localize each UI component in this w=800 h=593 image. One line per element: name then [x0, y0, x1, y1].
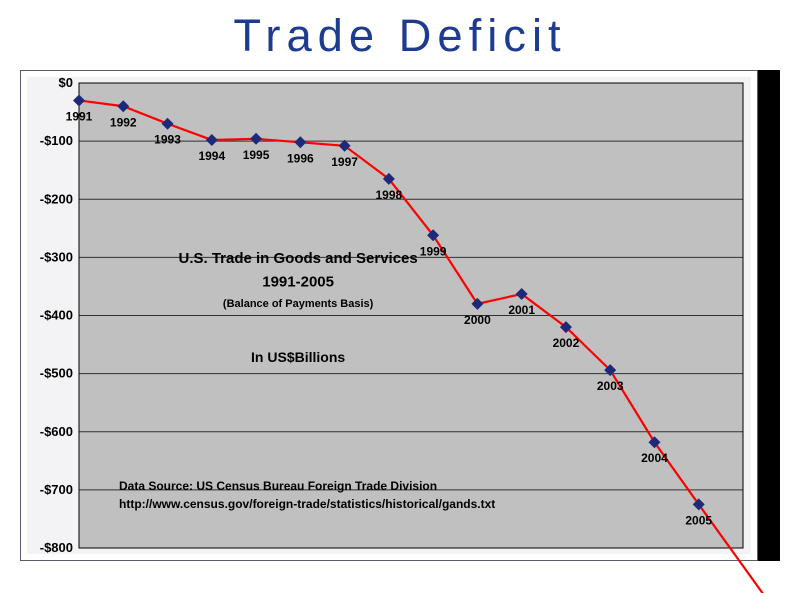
y-tick-label: -$200: [40, 191, 73, 206]
chart-svg: $0 -$100 -$200 -$300 -$400 -$500 -$600 -$700 -$8…: [27, 77, 751, 554]
data-point-label: 1991: [66, 109, 93, 123]
chart-units: In US$Billions: [251, 349, 345, 365]
chart-outer-frame: $0 -$100 -$200 -$300 -$400 -$500 -$600 -$700 -$8…: [20, 70, 758, 561]
chart-subtitle: U.S. Trade in Goods and Services: [178, 250, 417, 267]
y-tick-label: $0: [59, 75, 73, 90]
chart-inner: $0 -$100 -$200 -$300 -$400 -$500 -$600 -$700 -$8…: [27, 77, 751, 554]
chart-year-range: 1991-2005: [262, 273, 334, 290]
data-point-label: 1993: [154, 133, 181, 147]
data-source-label: Data Source: US Census Bureau Foreign Tr…: [119, 479, 437, 493]
data-point-label: 1997: [331, 155, 358, 169]
data-point-label: 2004: [641, 451, 668, 465]
y-tick-label: -$400: [40, 308, 73, 323]
black-side-panel: [758, 70, 780, 561]
data-point-label: 2001: [508, 303, 535, 317]
data-point-label: 2005: [685, 513, 712, 527]
page-title: Trade Deficit: [0, 10, 800, 62]
data-point-label: 2002: [553, 336, 580, 350]
data-point-label: 1998: [376, 188, 403, 202]
data-point-label: 2003: [597, 379, 624, 393]
data-point-label: 1994: [198, 149, 225, 163]
y-tick-label: -$600: [40, 424, 73, 439]
chart-container: $0 -$100 -$200 -$300 -$400 -$500 -$600 -$700 -$8…: [20, 70, 780, 561]
data-point-label: 1999: [420, 244, 447, 258]
y-tick-label: -$700: [40, 482, 73, 497]
y-tick-label: -$100: [40, 133, 73, 148]
data-point-label: 2000: [464, 313, 491, 327]
data-point-label: 1992: [110, 115, 137, 129]
chart-basis-note: (Balance of Payments Basis): [223, 298, 374, 310]
y-tick-label: -$800: [40, 540, 73, 555]
y-tick-label: -$300: [40, 249, 73, 264]
y-tick-label: -$500: [40, 366, 73, 381]
data-point-label: 1996: [287, 151, 314, 165]
data-source-url: http://www.census.gov/foreign-trade/stat…: [119, 497, 495, 511]
data-point-label: 1995: [243, 148, 270, 162]
